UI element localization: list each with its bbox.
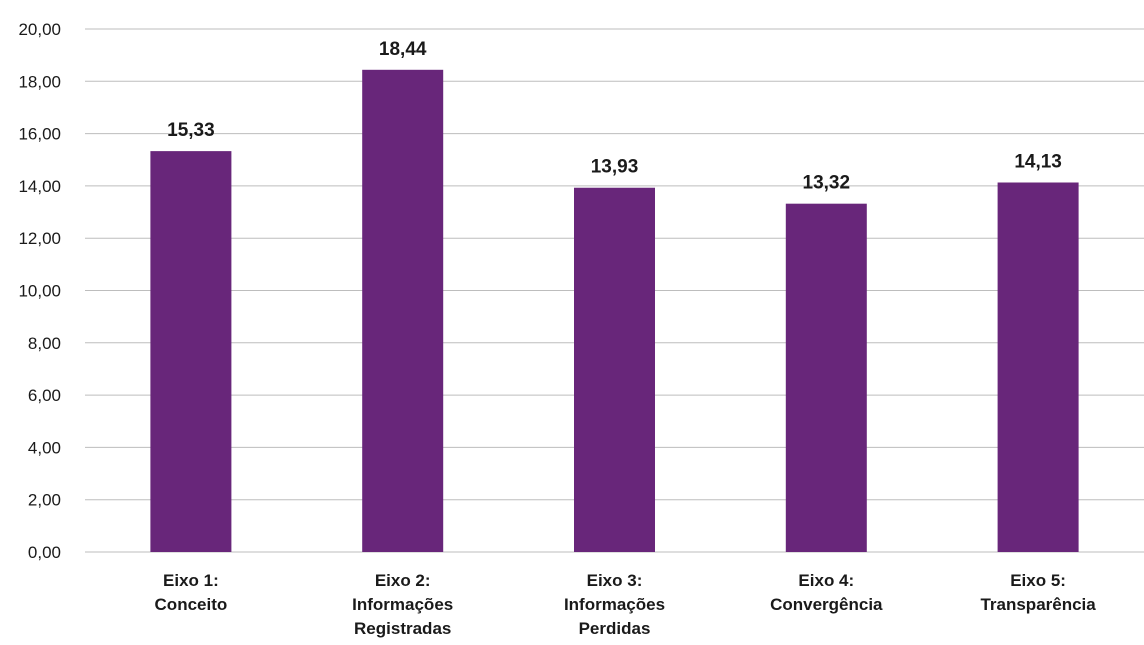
y-tick-label: 12,00	[18, 229, 61, 248]
bar	[150, 151, 232, 553]
y-tick-label: 18,00	[18, 72, 61, 91]
y-tick-label: 0,00	[28, 543, 61, 562]
y-tick-label: 14,00	[18, 177, 61, 196]
data-label: 15,33	[167, 120, 215, 141]
x-category-label: Eixo 3:	[587, 571, 643, 590]
y-tick-label: 2,00	[28, 491, 61, 510]
data-label: 13,32	[803, 173, 851, 194]
data-label: 14,13	[1014, 152, 1062, 173]
y-axis-tick-labels: 0,00 2,00 4,00 6,00 8,00 10,00 12,00 14,00 16,00…	[18, 20, 61, 562]
y-tick-label: 6,00	[28, 386, 61, 405]
x-category-label: Perdidas	[579, 619, 651, 638]
x-category-label: Informações	[564, 595, 665, 614]
x-axis-category-labels: Eixo 1: Conceito Eixo 2: Informações Registr…	[155, 571, 1097, 638]
bar	[362, 69, 444, 552]
data-label: 18,44	[379, 39, 427, 60]
y-tick-label: 8,00	[28, 334, 61, 353]
y-tick-label: 4,00	[28, 438, 61, 457]
data-labels: 15,33 18,44 13,93 13,32 14,13	[167, 39, 1062, 194]
x-category-label: Eixo 5:	[1010, 571, 1066, 590]
x-category-label: Eixo 2:	[375, 571, 431, 590]
x-category-label: Eixo 4:	[798, 571, 854, 590]
x-category-label: Eixo 1:	[163, 571, 219, 590]
x-category-label: Conceito	[155, 595, 228, 614]
y-tick-label: 16,00	[18, 125, 61, 144]
x-category-label: Informações	[352, 595, 453, 614]
data-label: 13,93	[591, 157, 639, 178]
bar	[574, 187, 655, 552]
bar	[785, 203, 867, 552]
x-category-label: Transparência	[980, 595, 1096, 614]
y-tick-label: 10,00	[18, 282, 61, 301]
bar	[997, 182, 1079, 553]
y-tick-label: 20,00	[18, 20, 61, 39]
x-category-label: Convergência	[770, 595, 883, 614]
bars	[150, 69, 1079, 553]
x-category-label: Registradas	[354, 619, 451, 638]
